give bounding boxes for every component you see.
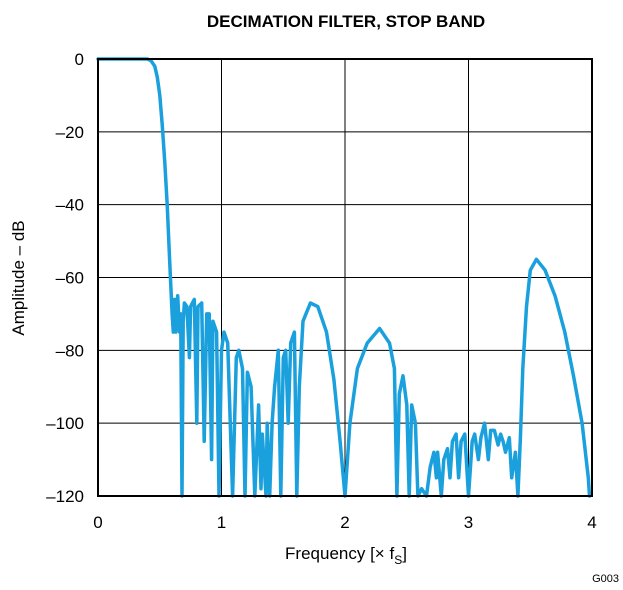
y-tick-label: –40 [56,196,84,215]
x-tick-label: 3 [464,513,473,532]
x-axis-label-main: Frequency [× f [285,544,394,563]
y-axis-ticks: 0 –20 –40 –60 –80 –100 –120 [46,50,84,506]
plot-frame [97,58,593,497]
chart-title: DECIMATION FILTER, STOP BAND [207,12,485,31]
x-axis-label-end: ] [402,544,407,563]
y-tick-label: –20 [56,123,84,142]
series-group [96,57,592,498]
filter-response-line [96,57,592,498]
y-tick-label: –60 [56,269,84,288]
x-tick-label: 0 [93,513,102,532]
x-axis-label: Frequency [× fS] [285,544,407,567]
y-tick-label: 0 [75,50,84,69]
x-tick-label: 2 [340,513,349,532]
x-tick-label: 4 [587,513,596,532]
figure-code: G003 [592,573,619,585]
y-tick-label: –100 [46,414,84,433]
x-axis-ticks: 0 1 2 3 4 [93,513,596,532]
y-tick-label: –80 [56,341,84,360]
y-axis-label: Amplitude – dB [9,220,28,335]
y-tick-label: –120 [46,487,84,506]
x-axis-label-subscript: S [394,553,402,567]
x-tick-label: 1 [217,513,226,532]
